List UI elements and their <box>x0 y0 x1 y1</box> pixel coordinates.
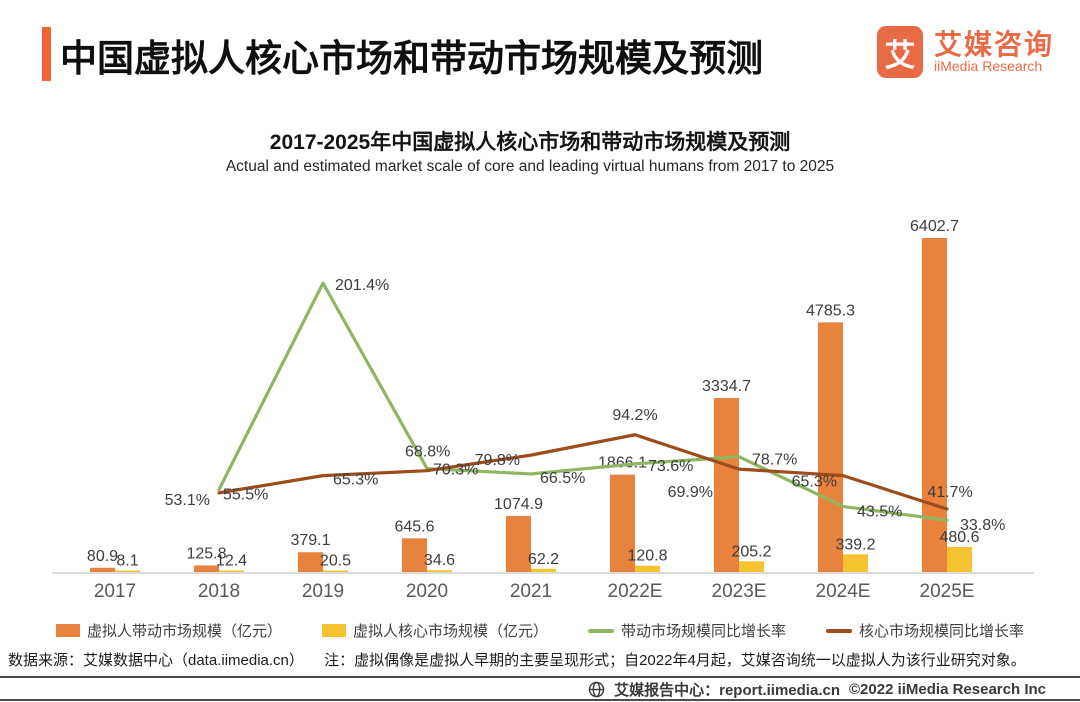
core-growth-label: 69.9% <box>668 484 713 501</box>
driven-market-bar <box>610 474 635 572</box>
core-growth-label: 79.8% <box>475 452 520 469</box>
x-axis-label: 2023E <box>712 581 767 602</box>
legend-item-driven-growth: 带动市场规模同比增长率 <box>588 620 786 641</box>
core-growth-label: 68.8% <box>405 444 450 461</box>
driven-market-bar-label: 1074.9 <box>494 496 543 513</box>
driven-market-bar-label: 379.1 <box>290 532 330 549</box>
driven-growth-line <box>217 281 949 522</box>
data-source-note: 数据来源：艾媒数据中心（data.iimedia.cn） 注：虚拟偶像是虚拟人早… <box>8 649 1078 670</box>
core-market-bar-label: 8.1 <box>116 553 138 570</box>
driven-growth-label: 43.5% <box>857 503 902 520</box>
driven-growth-line-swatch <box>588 628 614 633</box>
core-market-bar <box>739 561 764 572</box>
x-axis-label: 2017 <box>94 581 136 602</box>
legend-label: 带动市场规模同比增长率 <box>621 623 787 640</box>
iimedia-logo-text: 艾媒咨询 iiMedia Research <box>933 28 1054 75</box>
data-source: 数据来源：艾媒数据中心（data.iimedia.cn） <box>8 652 304 669</box>
core-growth-label: 65.3% <box>792 474 837 491</box>
footer-divider <box>0 676 1080 678</box>
iimedia-logo-icon: 艾 <box>876 26 923 78</box>
driven-growth-label: 201.4% <box>335 277 389 294</box>
x-axis-label: 2024E <box>816 581 871 602</box>
legend-item-core-growth: 核心市场规模同比增长率 <box>826 620 1024 641</box>
core-market-bar <box>947 546 972 572</box>
x-axis-label: 2018 <box>198 581 240 602</box>
core-market-bar <box>635 565 660 572</box>
brand-name-cn: 艾媒咨询 <box>933 28 1054 60</box>
driven-growth-label: 70.3% <box>433 462 478 479</box>
x-axis-line <box>52 572 1034 574</box>
brand-name-en: iiMedia Research <box>933 58 1043 74</box>
core-market-bar <box>843 554 868 572</box>
methodology-note: 注：虚拟偶像是虚拟人早期的主要呈现形式；自2022年4月起，艾媒咨询统一以虚拟人… <box>324 652 1026 669</box>
driven-market-bar <box>818 322 843 572</box>
core-growth-line <box>217 433 949 511</box>
page-title: 中国虚拟人核心市场和带动市场规模及预测 <box>60 38 763 79</box>
driven-growth-label: 78.7% <box>752 452 797 469</box>
chart-subtitle: Actual and estimated market scale of cor… <box>225 158 835 175</box>
driven-market-bar <box>714 398 739 572</box>
core-market-bar-label: 62.2 <box>528 551 559 568</box>
market-scale-chart: 80.98.1 2017 125.812.4 2018 379.1 20.5 2019 645… <box>52 218 1034 602</box>
globe-icon <box>588 681 605 697</box>
driven-market-bar-label: 3334.7 <box>702 378 751 395</box>
legend-label: 核心市场规模同比增长率 <box>859 623 1025 640</box>
core-market-bar-label: 12.4 <box>216 553 247 570</box>
driven-market-bar-label: 125.8 <box>186 545 226 562</box>
core-growth-label: 41.7% <box>927 484 972 501</box>
report-center-link: 艾媒报告中心：report.iimedia.cn <box>614 681 840 699</box>
copyright-text: ©2022 iiMedia Research Inc <box>849 680 1046 698</box>
core-market-bar-label: 34.6 <box>424 552 455 569</box>
core-market-bar-label: 20.5 <box>320 553 351 570</box>
legend-item-core-market: 虚拟人核心市场规模（亿元） <box>321 620 548 641</box>
core-market-bar-label: 205.2 <box>731 543 771 560</box>
core-growth-label: 65.3% <box>333 472 378 489</box>
x-axis-label: 2020 <box>406 581 448 602</box>
driven-market-bar-label: 4785.3 <box>806 302 855 319</box>
driven-market-swatch <box>55 624 80 637</box>
iimedia-logo: 艾 艾媒咨询 iiMedia Research <box>876 26 1054 78</box>
core-growth-label: 53.1% <box>165 492 210 509</box>
legend-item-driven-market: 虚拟人带动市场规模（亿元） <box>55 620 282 641</box>
core-growth-label: 94.2% <box>612 407 657 424</box>
bottom-edge-line <box>0 699 1080 701</box>
core-market-swatch <box>321 624 346 637</box>
bottom-bar: 艾媒报告中心：report.iimedia.cn ©2022 iiMedia R… <box>588 679 1046 699</box>
driven-growth-label: 55.5% <box>223 486 268 503</box>
core-market-bar <box>219 570 244 572</box>
x-axis-label: 2021 <box>510 581 552 602</box>
core-market-bar-label: 339.2 <box>835 536 875 553</box>
driven-market-bar-label: 80.9 <box>87 548 118 565</box>
x-axis-label: 2025E <box>920 581 975 602</box>
legend-label: 虚拟人核心市场规模（亿元） <box>352 623 548 640</box>
legend-label: 虚拟人带动市场规模（亿元） <box>86 623 282 640</box>
driven-growth-label: 33.8% <box>960 517 1005 534</box>
driven-market-bar <box>922 238 947 572</box>
driven-market-bar-label: 645.6 <box>394 518 434 535</box>
core-market-bar-label: 480.6 <box>939 529 979 546</box>
x-axis-label: 2022E <box>608 581 663 602</box>
driven-market-bar <box>298 552 323 572</box>
title-accent-bar <box>42 27 51 81</box>
driven-market-bar-label: 6402.7 <box>910 218 959 235</box>
x-axis-label: 2019 <box>302 581 344 602</box>
driven-market-bar <box>506 515 531 572</box>
core-market-bar <box>115 570 140 572</box>
driven-market-bar <box>90 567 115 572</box>
driven-market-bar <box>194 565 219 572</box>
core-market-bar <box>531 568 556 572</box>
driven-market-bar <box>402 538 427 572</box>
driven-growth-label: 73.6% <box>648 458 693 475</box>
core-market-bar <box>427 570 452 572</box>
chart-legend: 虚拟人带动市场规模（亿元） 虚拟人核心市场规模（亿元） 带动市场规模同比增长率 … <box>0 620 1080 641</box>
core-growth-line-swatch <box>826 628 853 633</box>
driven-growth-label: 66.5% <box>540 470 585 487</box>
core-market-bar <box>323 570 348 572</box>
chart-title: 2017-2025年中国虚拟人核心市场和带动市场规模及预测 <box>269 131 791 154</box>
core-market-bar-label: 120.8 <box>627 548 667 565</box>
